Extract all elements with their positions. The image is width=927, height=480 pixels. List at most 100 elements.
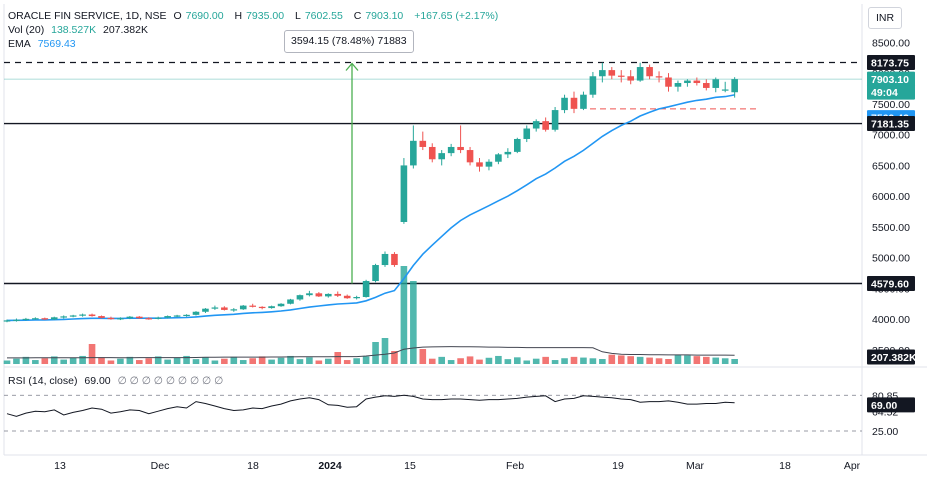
volume-bar	[88, 344, 96, 364]
candle-body	[476, 162, 483, 167]
candle-body	[532, 121, 540, 129]
volume-bar	[22, 356, 30, 364]
candle-body	[514, 138, 521, 152]
price-tick-label: 5000.00	[872, 253, 910, 265]
candle-body	[570, 97, 578, 109]
badge-countdown: 49:04	[871, 87, 898, 99]
candle-body	[391, 253, 398, 266]
time-tick-label: Feb	[506, 460, 524, 472]
volume-bar	[703, 356, 710, 364]
volume-bar	[136, 360, 143, 364]
candle-body	[353, 297, 360, 299]
candle-body	[164, 316, 171, 318]
symbol-label[interactable]: ORACLE FIN SERVICE, 1D, NSE	[8, 10, 167, 22]
candle-body	[551, 110, 559, 130]
candle-body	[665, 77, 672, 87]
candle-body	[183, 314, 190, 317]
volume-bar	[542, 356, 549, 364]
volume-bar	[211, 360, 219, 364]
volume-bar	[60, 359, 67, 364]
badge-countdown-bg	[867, 84, 915, 100]
volume-bar	[372, 342, 379, 364]
candle-body	[485, 161, 493, 167]
candle-body	[608, 70, 616, 76]
volume-bar	[277, 357, 285, 364]
volume-bar	[334, 352, 342, 364]
volume-bar	[353, 358, 360, 364]
candle-body	[13, 319, 20, 321]
candle-body	[447, 146, 455, 154]
volume-value: 207.382K	[103, 24, 148, 36]
volume-bar	[636, 356, 644, 364]
candle-body	[504, 151, 512, 155]
candle-body	[627, 76, 634, 81]
volume-bar	[523, 360, 531, 364]
volume-bar	[570, 356, 578, 364]
currency-button[interactable]: INR	[868, 7, 902, 29]
rsi-label[interactable]: RSI (14, close)	[8, 375, 78, 387]
candle-body	[154, 317, 162, 319]
badge-support-high: 7181.35	[871, 119, 909, 131]
candle-body	[362, 281, 370, 298]
candle-body	[674, 83, 682, 87]
volume-bar	[69, 357, 77, 364]
volume-bar	[50, 356, 58, 364]
candle-body	[646, 67, 653, 77]
ema-label[interactable]: EMA	[8, 38, 31, 50]
candle-body	[466, 150, 474, 163]
candle-body	[495, 154, 502, 162]
volume-bar	[79, 355, 86, 364]
rsi-legend: RSI (14, close) 69.00 ∅ ∅ ∅ ∅ ∅ ∅ ∅ ∅ ∅	[8, 375, 227, 388]
price-tick-label: 6000.00	[872, 191, 910, 203]
rsi-extra: ∅ ∅ ∅ ∅ ∅ ∅ ∅ ∅ ∅	[117, 375, 224, 387]
candle-body	[79, 314, 86, 316]
candle-body	[580, 94, 587, 109]
volume-bar	[674, 354, 682, 364]
candle-body	[22, 318, 30, 321]
volume-bar	[551, 360, 559, 364]
candle-body	[98, 316, 105, 318]
volume-bar	[504, 359, 512, 364]
volume-bar	[457, 358, 464, 364]
volume-bar	[154, 356, 162, 364]
rsi-line	[6, 394, 735, 417]
volume-bar	[617, 355, 625, 364]
volume-bar	[145, 358, 153, 364]
volume-bar	[258, 356, 266, 364]
price-tick-label: 7500.00	[872, 99, 910, 111]
time-tick-label: 19	[612, 460, 624, 472]
volume-bar	[684, 355, 691, 364]
candle-body	[296, 295, 304, 300]
ema-value: 7569.43	[37, 38, 76, 50]
volume-bar	[3, 360, 11, 364]
ema-legend: EMA 7569.43	[8, 38, 80, 51]
time-tick-label: Apr	[844, 460, 861, 472]
candle-body	[268, 306, 275, 309]
candle-body	[325, 293, 332, 297]
volume-bar	[514, 357, 521, 364]
volume-bar	[13, 358, 20, 364]
close-value: C 7903.10	[353, 10, 404, 22]
candle-body	[655, 76, 663, 78]
candle-body	[684, 80, 691, 84]
measure-arrow-head	[345, 62, 359, 71]
volume-bar	[107, 360, 115, 364]
badge-volume: 207.382K	[871, 352, 917, 364]
volume-ma-value: 138.527K	[51, 24, 97, 36]
volume-bar	[485, 357, 493, 364]
price-tick-label: 8500.00	[872, 37, 910, 49]
volume-bar	[202, 357, 209, 364]
volume-legend: Vol (20) 138.527K 207.382K	[8, 24, 152, 37]
volume-bar	[239, 360, 247, 364]
volume-bar	[98, 357, 105, 364]
volume-label[interactable]: Vol (20)	[8, 24, 45, 36]
change-value: +167.65 (+2.17%)	[414, 10, 499, 22]
time-tick-label: Mar	[686, 460, 705, 472]
candle-body	[136, 316, 143, 319]
candle-body	[258, 306, 266, 309]
time-tick-label: 15	[404, 460, 416, 472]
time-tick-label: 2024	[318, 460, 342, 472]
candle-body	[636, 67, 644, 81]
